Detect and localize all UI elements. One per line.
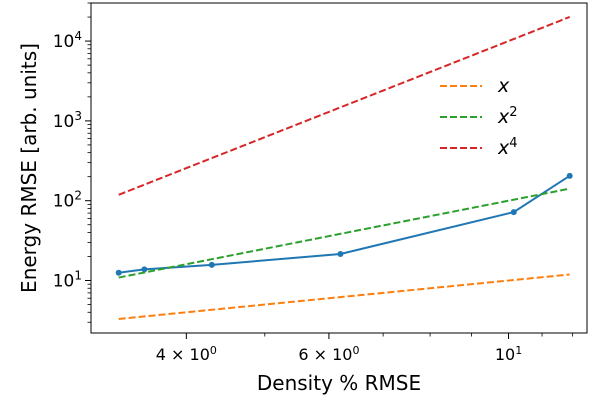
x-tick-label-exponent: 0 xyxy=(210,344,217,357)
y-tick-label-exponent: 2 xyxy=(74,189,82,203)
x-tick-label-base: 4 × 10 xyxy=(156,345,210,364)
y-tick-label-base: 10 xyxy=(53,112,75,132)
x-tick-label: 4 × 100 xyxy=(156,344,217,365)
series-0-point xyxy=(566,172,573,179)
y-tick-label-base: 10 xyxy=(53,32,75,52)
plot-area xyxy=(91,3,587,333)
x-tick-label: 6 × 100 xyxy=(298,344,359,365)
y-tick-label-base: 10 xyxy=(53,192,75,212)
series-0-point xyxy=(510,209,517,216)
series-1-line xyxy=(118,273,570,320)
legend-label: x xyxy=(497,75,510,97)
y-tick-label: 103 xyxy=(53,109,82,132)
series-layer xyxy=(115,16,573,320)
plot-frame xyxy=(90,2,588,334)
x-tick-label-base: 6 × 10 xyxy=(298,345,352,364)
x-tick-label-base: 10 xyxy=(495,345,515,364)
legend-label-base: x xyxy=(497,106,510,128)
series-0-point xyxy=(115,269,122,276)
y-tick-label: 102 xyxy=(53,189,82,212)
legend-label: x4 xyxy=(497,136,518,160)
y-tick-label-exponent: 1 xyxy=(74,269,82,283)
y-tick-label-exponent: 4 xyxy=(74,29,82,43)
legend-label-base: x xyxy=(497,75,510,97)
legend-label-base: x xyxy=(497,137,510,159)
series-0-point xyxy=(337,250,344,257)
series-0-line xyxy=(118,174,571,274)
series-3-line xyxy=(118,16,571,196)
y-tick-label-exponent: 3 xyxy=(74,109,82,123)
y-tick-label: 101 xyxy=(53,269,82,292)
series-0-point xyxy=(141,266,148,273)
x-axis-label: Density % RMSE xyxy=(257,371,421,395)
series-2-line xyxy=(118,187,570,279)
y-tick-label: 104 xyxy=(53,29,82,52)
y-tick-label-base: 10 xyxy=(53,272,75,292)
legend-label: x2 xyxy=(497,105,518,129)
x-axis-ticks: 4 × 100 6 × 100 101 xyxy=(156,333,574,365)
series-0-point xyxy=(208,261,215,268)
x-tick-label-exponent: 0 xyxy=(352,344,359,357)
legend-label-exponent: 2 xyxy=(509,105,517,120)
x-tick-label-exponent: 1 xyxy=(515,344,522,357)
x-tick-label: 101 xyxy=(495,344,522,365)
legend-label-exponent: 4 xyxy=(509,136,517,151)
y-axis-label: Energy RMSE [arb. units] xyxy=(17,43,41,293)
